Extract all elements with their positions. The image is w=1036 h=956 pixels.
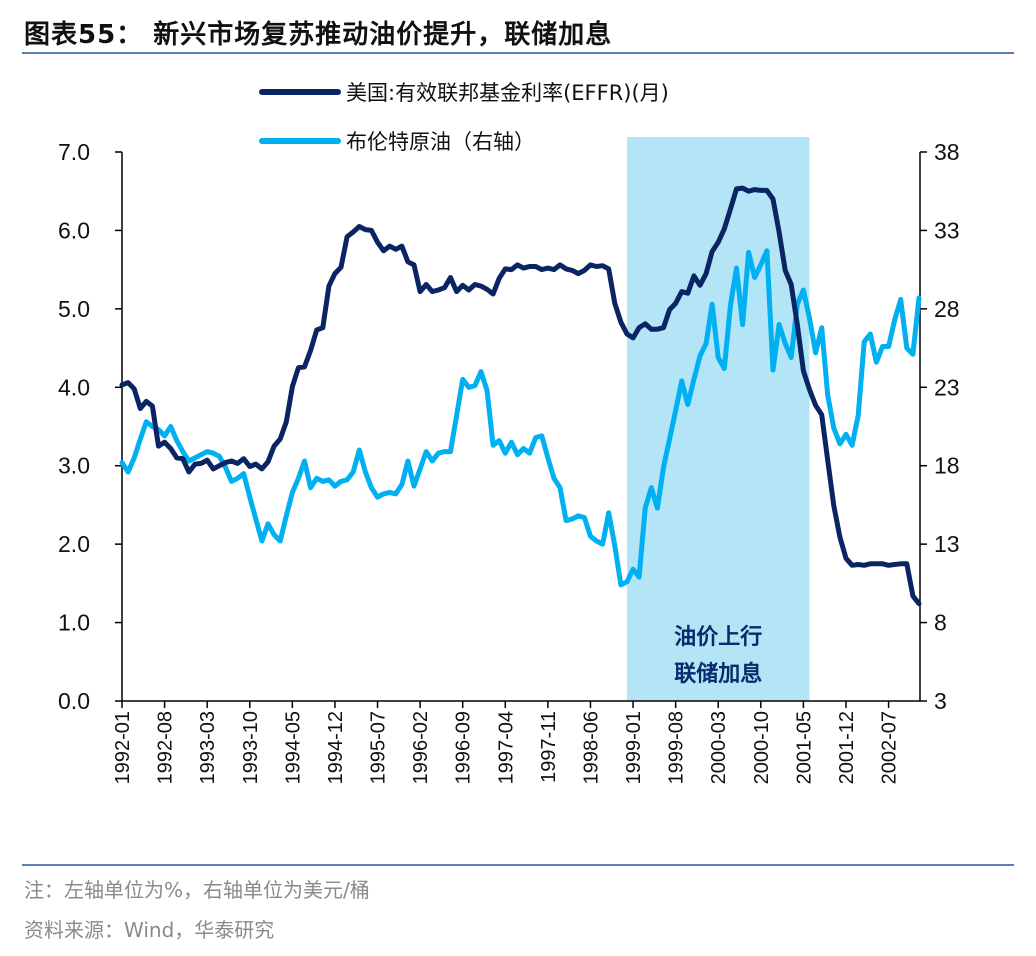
x-tick-label: 2001-12: [836, 711, 858, 784]
left-tick-label: 1.0: [58, 610, 90, 636]
legend-label-brent: 布伦特原油（右轴）: [346, 130, 535, 154]
x-tick-label: 1998-06: [580, 711, 602, 784]
left-tick-label: 3.0: [58, 453, 90, 479]
x-tick-label: 1995-07: [368, 711, 390, 784]
footer-divider: [22, 864, 1014, 866]
x-tick-label: 2000-03: [708, 711, 730, 784]
left-tick-label: 2.0: [58, 531, 90, 557]
legend: 美国:有效联邦基金利率(EFFR)(月) 布伦特原油（右轴）: [259, 81, 669, 154]
right-tick-label: 33: [934, 217, 960, 243]
x-tick-label: 1996-02: [410, 711, 432, 784]
x-tick-label: 1993-03: [197, 711, 219, 784]
title-divider: [22, 52, 1014, 54]
x-tick-label: 1992-01: [112, 711, 134, 784]
right-tick-label: 3: [934, 688, 947, 714]
right-tick-label: 8: [934, 610, 947, 636]
shaded-period-label: 联储加息: [674, 661, 762, 687]
left-tick-label: 0.0: [58, 688, 90, 714]
right-tick-label: 38: [934, 139, 960, 165]
footer-note: 注：左轴单位为%，右轴单位为美元/桶: [24, 878, 370, 902]
shaded-period: [626, 137, 810, 701]
chart-title: 图表55： 新兴市场复苏推动油价提升，联储加息: [24, 20, 613, 50]
footer-source: 资料来源：Wind，华泰研究: [24, 918, 275, 942]
x-tick-label: 2001-05: [793, 711, 815, 784]
left-tick-label: 7.0: [58, 139, 90, 165]
x-tick-label: 1994-05: [282, 711, 304, 784]
left-tick-label: 5.0: [58, 296, 90, 322]
x-tick-label: 1994-12: [325, 711, 347, 784]
right-tick-label: 28: [934, 296, 960, 322]
x-tick-label: 1999-01: [623, 711, 645, 784]
effr-line: [119, 185, 922, 607]
x-tick-label: 1997-11: [538, 711, 560, 783]
right-tick-label: 13: [934, 531, 960, 557]
x-tick-label: 1992-08: [155, 711, 177, 784]
left-tick-label: 4.0: [58, 374, 90, 400]
right-tick-label: 18: [934, 453, 960, 479]
x-tick-label: 2000-10: [751, 711, 773, 784]
x-tick-label: 1999-08: [666, 711, 688, 784]
x-tick-label: 1996-09: [453, 711, 475, 784]
brent-oil-line: [119, 248, 922, 588]
right-tick-label: 23: [934, 374, 960, 400]
shaded-period-label: 油价上行: [674, 624, 762, 650]
x-tick-label: 1993-10: [240, 711, 262, 784]
left-tick-label: 6.0: [58, 217, 90, 243]
x-tick-label: 1997-04: [495, 711, 517, 784]
x-tick-label: 2002-07: [879, 711, 901, 784]
legend-label-effr: 美国:有效联邦基金利率(EFFR)(月): [346, 81, 669, 105]
